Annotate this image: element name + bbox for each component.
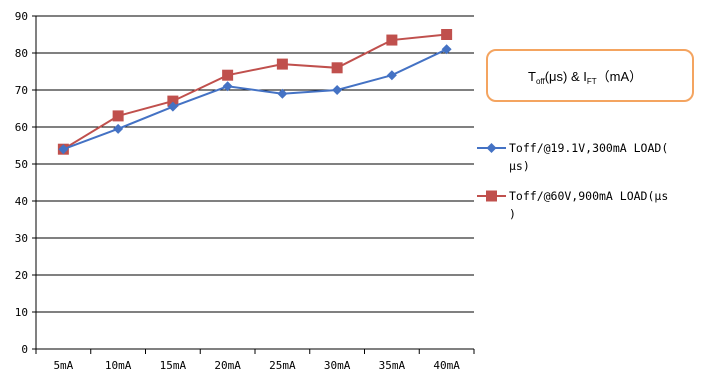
data-point-square [386,34,398,46]
data-point-diamond [167,101,178,112]
series-line [62,33,447,151]
annotation-t-sub: off [536,77,546,86]
y-tick-label: 60 [15,121,28,134]
y-tick-label: 30 [15,232,28,245]
annotation-text: Toff(μs) & IFT（mA） [528,69,642,86]
x-tick-label: 10mA [105,359,132,372]
y-tick-label: 50 [15,158,28,171]
annotation-i-sub: FT [587,77,597,86]
data-point-diamond [386,70,397,81]
series-line [63,48,448,151]
series-1 [58,44,452,155]
legend: Toff/@19.1V,300mA LOAD( μs) Toff/@60V,900m… [477,141,668,221]
data-point-square [222,69,234,81]
y-tick-label: 40 [15,195,28,208]
data-point-diamond [486,143,497,153]
x-tick-label: 5mA [53,359,73,372]
data-point-diamond [277,88,288,99]
data-point-diamond [441,44,452,55]
data-point-square [112,110,124,122]
gridlines [36,15,474,313]
data-point-square [276,58,288,70]
data-point-square [486,190,497,202]
data-point-square [331,62,343,74]
annotation-box: Toff(μs) & IFT（mA） [486,49,694,102]
y-tick-label: 10 [15,306,28,319]
annotation-border [486,49,694,102]
annotation-mid: (μs) & I [545,69,587,84]
legend-label: Toff/@60V,900mA LOAD(μs [509,189,668,203]
x-tick-label: 35mA [379,359,406,372]
x-axis: 5mA 10mA 15mA 20mA 25mA 30mA 35mA 40mA [35,348,475,372]
y-axis-ticks: 0 10 20 30 40 50 60 70 80 90 [15,10,37,356]
x-tick-label: 15mA [160,359,187,372]
data-point-diamond [222,81,233,92]
y-tick-label: 70 [15,84,28,97]
y-tick-label: 20 [15,269,28,282]
x-tick-label: 40mA [433,359,460,372]
data-point-diamond [58,144,69,155]
x-tick-label: 30mA [324,359,351,372]
y-tick-label: 80 [15,47,28,60]
legend-label: μs) [509,159,530,173]
data-point-square [441,29,453,40]
data-point-diamond [113,123,124,134]
data-point-square [167,95,179,107]
legend-label: ) [509,207,516,221]
series-group [57,29,453,155]
y-tick-label: 90 [15,10,28,23]
series-2 [57,29,453,155]
legend-item-2: Toff/@60V,900mA LOAD(μs) [477,189,668,221]
y-tick-label: 0 [21,343,28,356]
x-tick-label: 20mA [214,359,241,372]
annotation-tail: （mA） [597,69,643,84]
legend-label: Toff/@19.1V,300mA LOAD( [509,141,668,155]
x-tick-label: 25mA [269,359,296,372]
annotation-t: T [528,69,536,84]
data-point-diamond [332,85,343,95]
legend-item-1: Toff/@19.1V,300mA LOAD( μs) [477,141,668,173]
